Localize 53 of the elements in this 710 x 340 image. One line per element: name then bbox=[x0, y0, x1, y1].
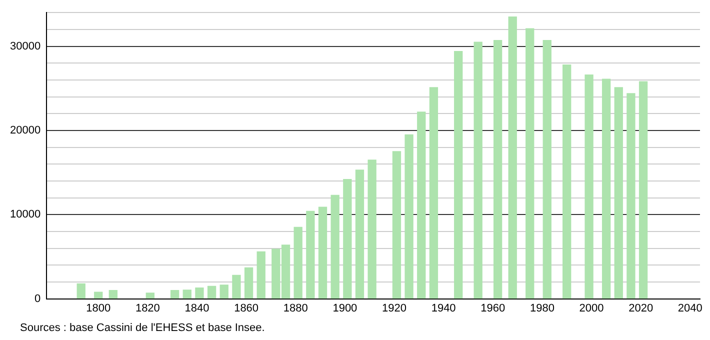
bar bbox=[306, 210, 315, 299]
x-tick-label: 1900 bbox=[332, 302, 358, 314]
bar bbox=[256, 251, 266, 299]
bar bbox=[207, 286, 216, 299]
bar bbox=[493, 40, 502, 299]
y-tick-label: 0 bbox=[34, 292, 41, 305]
bar bbox=[170, 290, 180, 299]
bar bbox=[94, 292, 103, 299]
bar bbox=[638, 81, 648, 299]
bar bbox=[108, 290, 118, 299]
bar bbox=[330, 194, 340, 299]
bar bbox=[220, 284, 228, 299]
bar bbox=[182, 290, 192, 299]
y-tick-label: 20000 bbox=[10, 124, 41, 136]
bar bbox=[584, 74, 594, 299]
x-tick-label: 1800 bbox=[86, 302, 111, 314]
bar bbox=[542, 40, 552, 299]
x-tick-label: 1960 bbox=[480, 302, 506, 314]
bar bbox=[232, 274, 241, 299]
x-tick-label: 1940 bbox=[431, 302, 456, 314]
source-note: Sources : base Cassini de l'EHESS et base Insee. bbox=[20, 322, 265, 334]
bar bbox=[417, 112, 426, 299]
x-tick-label: 1840 bbox=[184, 302, 210, 314]
bar bbox=[429, 87, 438, 299]
bar bbox=[526, 28, 534, 299]
x-tick-label: 1820 bbox=[135, 302, 160, 314]
bar bbox=[454, 50, 463, 299]
bar bbox=[602, 78, 611, 299]
bar bbox=[294, 226, 302, 299]
bar bbox=[195, 288, 204, 299]
bar bbox=[76, 283, 86, 299]
bar bbox=[614, 87, 623, 299]
bar bbox=[562, 64, 572, 299]
x-tick-label: 1880 bbox=[283, 302, 308, 314]
bar bbox=[244, 267, 254, 299]
bar bbox=[355, 170, 364, 299]
bar bbox=[404, 134, 414, 299]
bar bbox=[146, 292, 154, 299]
bar bbox=[318, 206, 328, 299]
x-tick-label: 1920 bbox=[382, 302, 406, 314]
x-tick-label: 2020 bbox=[628, 302, 654, 314]
bar bbox=[474, 42, 482, 299]
x-tick-label: 2040 bbox=[678, 302, 702, 314]
x-tick-label: 1860 bbox=[234, 302, 259, 314]
x-tick-label: 2000 bbox=[579, 302, 604, 314]
bar bbox=[626, 93, 636, 299]
bar bbox=[343, 178, 352, 299]
bar bbox=[392, 151, 402, 299]
bar bbox=[368, 160, 376, 299]
x-tick-label: 1980 bbox=[530, 302, 554, 314]
y-tick-label: 30000 bbox=[10, 40, 41, 52]
y-tick-label: 10000 bbox=[10, 208, 41, 221]
bar bbox=[508, 16, 517, 299]
